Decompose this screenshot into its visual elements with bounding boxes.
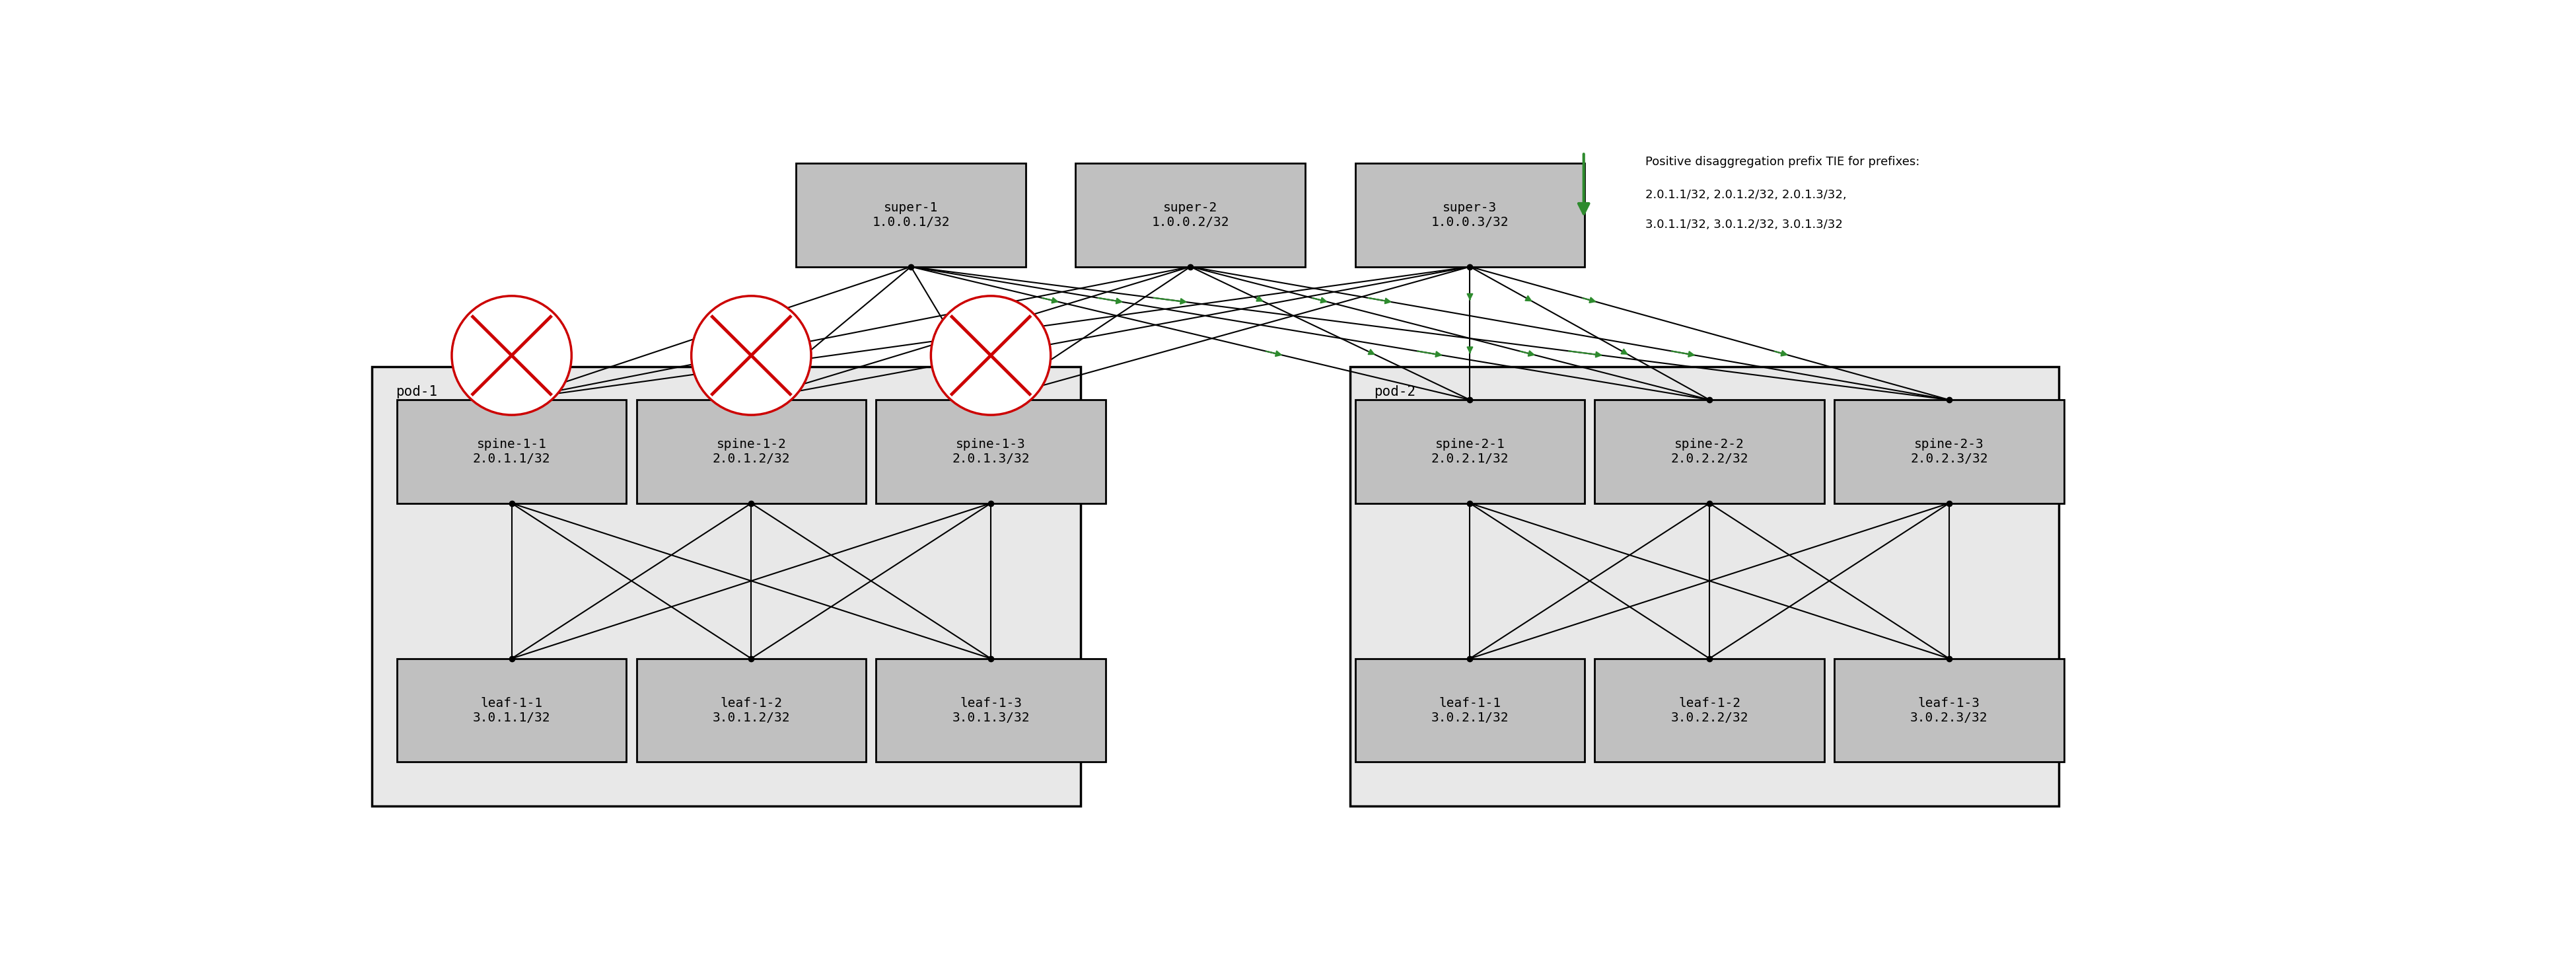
Text: 3.0.1.1/32, 3.0.1.2/32, 3.0.1.3/32: 3.0.1.1/32, 3.0.1.2/32, 3.0.1.3/32 — [1646, 219, 1842, 230]
FancyBboxPatch shape — [876, 399, 1105, 503]
FancyBboxPatch shape — [1355, 659, 1584, 762]
FancyBboxPatch shape — [1350, 367, 2058, 806]
FancyBboxPatch shape — [1077, 163, 1306, 267]
Ellipse shape — [930, 296, 1051, 415]
Text: spine-2-1
2.0.2.1/32: spine-2-1 2.0.2.1/32 — [1432, 438, 1510, 465]
Text: 2.0.1.1/32, 2.0.1.2/32, 2.0.1.3/32,: 2.0.1.1/32, 2.0.1.2/32, 2.0.1.3/32, — [1646, 189, 1847, 201]
FancyBboxPatch shape — [1834, 659, 2063, 762]
Ellipse shape — [451, 296, 572, 415]
FancyBboxPatch shape — [636, 659, 866, 762]
Text: pod-1: pod-1 — [397, 385, 438, 398]
Text: super-1
1.0.0.1/32: super-1 1.0.0.1/32 — [873, 202, 951, 228]
FancyBboxPatch shape — [1595, 399, 1824, 503]
Text: leaf-1-1
3.0.2.1/32: leaf-1-1 3.0.2.1/32 — [1432, 697, 1510, 724]
FancyBboxPatch shape — [876, 659, 1105, 762]
Ellipse shape — [690, 296, 811, 415]
Text: pod-2: pod-2 — [1373, 385, 1417, 398]
FancyBboxPatch shape — [397, 659, 626, 762]
Text: Positive disaggregation prefix TIE for prefixes:: Positive disaggregation prefix TIE for p… — [1646, 156, 1919, 168]
FancyBboxPatch shape — [1595, 659, 1824, 762]
FancyBboxPatch shape — [636, 399, 866, 503]
FancyBboxPatch shape — [397, 399, 626, 503]
Text: leaf-1-1
3.0.1.1/32: leaf-1-1 3.0.1.1/32 — [474, 697, 551, 724]
Text: super-3
1.0.0.3/32: super-3 1.0.0.3/32 — [1432, 202, 1510, 228]
Text: leaf-1-3
3.0.2.3/32: leaf-1-3 3.0.2.3/32 — [1911, 697, 1989, 724]
Text: spine-1-3
2.0.1.3/32: spine-1-3 2.0.1.3/32 — [953, 438, 1030, 465]
FancyBboxPatch shape — [1834, 399, 2063, 503]
Text: spine-1-1
2.0.1.1/32: spine-1-1 2.0.1.1/32 — [474, 438, 551, 465]
FancyBboxPatch shape — [371, 367, 1082, 806]
FancyBboxPatch shape — [1355, 399, 1584, 503]
Text: leaf-1-2
3.0.2.2/32: leaf-1-2 3.0.2.2/32 — [1672, 697, 1749, 724]
Text: spine-2-2
2.0.2.2/32: spine-2-2 2.0.2.2/32 — [1672, 438, 1749, 465]
Text: leaf-1-2
3.0.1.2/32: leaf-1-2 3.0.1.2/32 — [714, 697, 791, 724]
Text: leaf-1-3
3.0.1.3/32: leaf-1-3 3.0.1.3/32 — [953, 697, 1030, 724]
Text: super-2
1.0.0.2/32: super-2 1.0.0.2/32 — [1151, 202, 1229, 228]
FancyBboxPatch shape — [1355, 163, 1584, 267]
Text: spine-2-3
2.0.2.3/32: spine-2-3 2.0.2.3/32 — [1911, 438, 1989, 465]
Text: spine-1-2
2.0.1.2/32: spine-1-2 2.0.1.2/32 — [714, 438, 791, 465]
FancyBboxPatch shape — [796, 163, 1025, 267]
